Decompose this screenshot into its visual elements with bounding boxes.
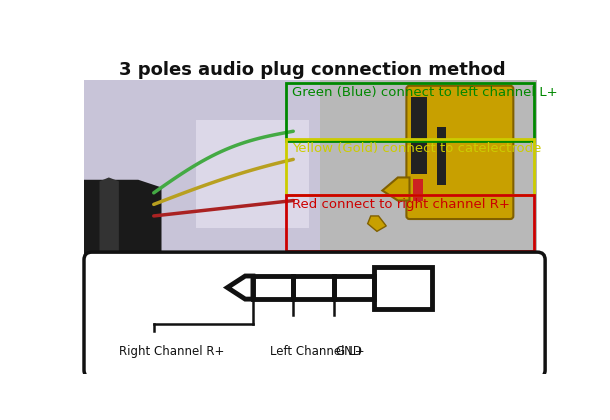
Bar [253, 276, 293, 299]
FancyBboxPatch shape [406, 86, 514, 219]
Text: Green (Blue) connect to left channel L+: Green (Blue) connect to left channel L+ [292, 86, 558, 99]
Text: 3 poles audio plug connection method: 3 poles audio plug connection method [120, 61, 506, 79]
FancyBboxPatch shape [84, 252, 545, 378]
Bar [411, 97, 426, 173]
Bar [374, 267, 432, 309]
Bar [334, 276, 374, 299]
Bar [196, 120, 309, 228]
Bar [437, 127, 446, 185]
Text: Red connect to right channel R+: Red connect to right channel R+ [292, 198, 509, 211]
Bar [285, 195, 534, 251]
Bar [320, 80, 537, 257]
Polygon shape [84, 180, 162, 257]
Bar [84, 80, 320, 257]
Bar [293, 276, 334, 299]
Bar [285, 139, 534, 195]
Text: GND: GND [336, 345, 363, 358]
Polygon shape [368, 216, 386, 231]
Bar [285, 83, 534, 141]
Polygon shape [382, 177, 409, 200]
Polygon shape [99, 177, 119, 257]
Bar [414, 179, 423, 200]
Text: Right Channel R+: Right Channel R+ [119, 345, 224, 358]
Text: Yellow (Gold) connect to catelectrode: Yellow (Gold) connect to catelectrode [292, 142, 541, 155]
Text: Left Channel L+: Left Channel L+ [270, 345, 365, 358]
